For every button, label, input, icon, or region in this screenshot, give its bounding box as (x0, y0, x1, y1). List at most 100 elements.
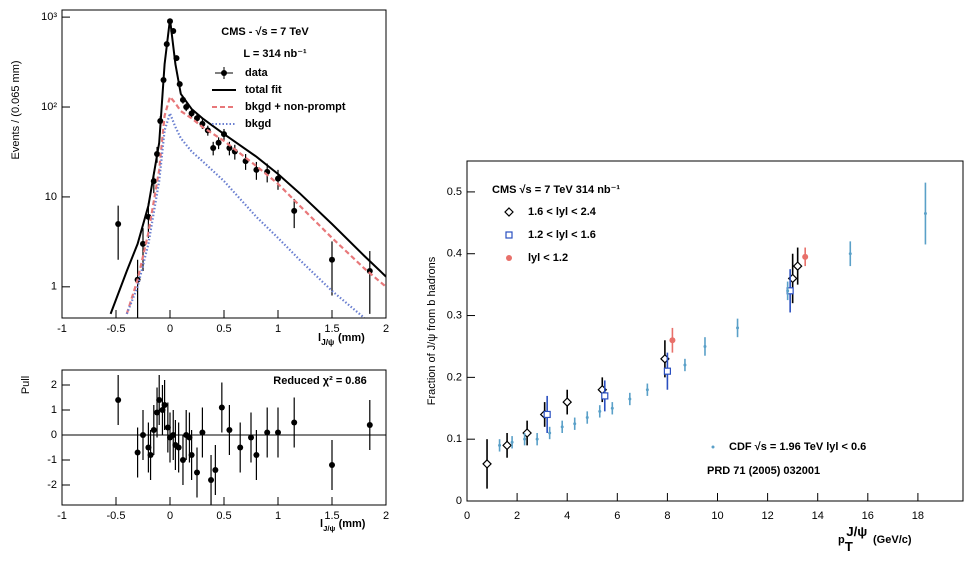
marker (683, 363, 687, 367)
y-tick-label: -1 (47, 454, 57, 466)
marker (329, 462, 335, 468)
marker (115, 220, 122, 227)
x-tick-label: 0 (167, 510, 173, 522)
marker (194, 115, 200, 122)
marker (134, 449, 141, 456)
marker (208, 477, 215, 483)
marker (562, 397, 573, 407)
x-tick-label: -0.5 (107, 323, 126, 335)
annotation: PRD 71 (2005) 032001 (707, 465, 820, 477)
marker (610, 406, 614, 410)
y-tick-label: 0.2 (447, 371, 462, 383)
x-tick-label: -1 (57, 323, 67, 335)
legend-marker (711, 445, 715, 449)
marker (275, 429, 281, 436)
marker (115, 397, 122, 403)
marker (159, 407, 166, 413)
marker (585, 416, 589, 420)
label-part: (GeV/c) (873, 534, 912, 546)
plot-area (109, 18, 386, 318)
y-tick-label: 1 (51, 404, 57, 416)
marker (186, 434, 193, 441)
fit-line (109, 18, 386, 315)
marker (156, 397, 163, 403)
marker (226, 145, 233, 152)
fit-line (125, 94, 386, 315)
marker (183, 104, 190, 111)
marker (212, 467, 219, 473)
annotation: Reduced χ² = 0.86 (273, 375, 366, 387)
annotation: CMS - √s = 7 TeV (221, 26, 309, 38)
x-tick-label: 2 (383, 323, 389, 335)
marker (154, 409, 161, 416)
marker (175, 444, 182, 451)
x-tick-label: 4 (564, 510, 570, 522)
x-tick-label: 0.5 (216, 323, 231, 335)
x-tick-label: 0.5 (216, 510, 231, 522)
marker (226, 427, 233, 433)
y-tick-label: 0.5 (447, 186, 462, 198)
x-tick-label: 1.5 (324, 510, 339, 522)
legend-label: bkgd + non-prompt (245, 101, 346, 113)
marker (237, 444, 244, 451)
marker (291, 419, 298, 426)
marker (145, 444, 152, 451)
label-part: (mm) (338, 332, 365, 344)
x-tick-label: 0 (167, 323, 173, 335)
marker (482, 459, 492, 469)
legend-label: 1.6 < lyl < 2.4 (528, 206, 597, 218)
marker (188, 452, 195, 458)
y-tick-label: 2 (51, 379, 57, 391)
frame (466, 160, 964, 502)
y-tick-label: 0.4 (447, 248, 462, 260)
marker (573, 422, 577, 426)
marker (329, 256, 335, 263)
label-part: l (320, 518, 323, 530)
legend-label: data (245, 67, 269, 79)
x-tick-label: -1 (57, 510, 67, 522)
marker (170, 432, 177, 438)
marker (199, 429, 206, 436)
marker (275, 175, 281, 182)
axis-label: pTJ/ψ (GeV/c) (838, 524, 912, 554)
marker (248, 434, 254, 441)
label-part: T (845, 539, 853, 554)
marker (188, 110, 195, 117)
x-tick-label: 18 (912, 510, 924, 522)
y-tick-label: 10² (41, 101, 57, 113)
x-tick-label: 10 (711, 510, 723, 522)
marker (543, 410, 551, 419)
y-axis-label: Fraction of J/ψ from b hadrons (426, 256, 438, 405)
marker (923, 212, 927, 216)
annotation: L = 314 nb⁻¹ (243, 48, 307, 60)
marker (645, 388, 649, 392)
marker (502, 440, 512, 451)
fit-line (125, 110, 366, 318)
label-part: l (318, 332, 321, 344)
y-tick-label: 0 (456, 495, 462, 507)
marker (628, 397, 632, 401)
marker (253, 452, 260, 458)
marker (210, 145, 217, 152)
chart-title: CMS √s = 7 TeV 314 nb⁻¹ (492, 184, 620, 196)
x-tick-label: -0.5 (107, 510, 126, 522)
marker (366, 267, 373, 274)
legend-label: 1.2 < lyl < 1.6 (528, 229, 596, 241)
marker (792, 261, 803, 271)
y-tick-label: 10 (45, 191, 57, 203)
x-tick-label: 0 (464, 510, 470, 522)
marker (140, 240, 146, 247)
legend-label: bkgd (245, 118, 271, 130)
marker (786, 289, 790, 293)
y-tick-label: 10³ (41, 11, 57, 23)
y-tick-label: -2 (47, 479, 57, 491)
y-axis-label: Pull (20, 376, 32, 394)
marker (601, 392, 609, 400)
marker (510, 440, 514, 444)
marker (366, 422, 373, 428)
label-part: J/ψ (321, 337, 334, 347)
x-tick-label: 2 (514, 510, 520, 522)
x-tick-label: 1.5 (324, 323, 339, 335)
marker (215, 139, 222, 146)
